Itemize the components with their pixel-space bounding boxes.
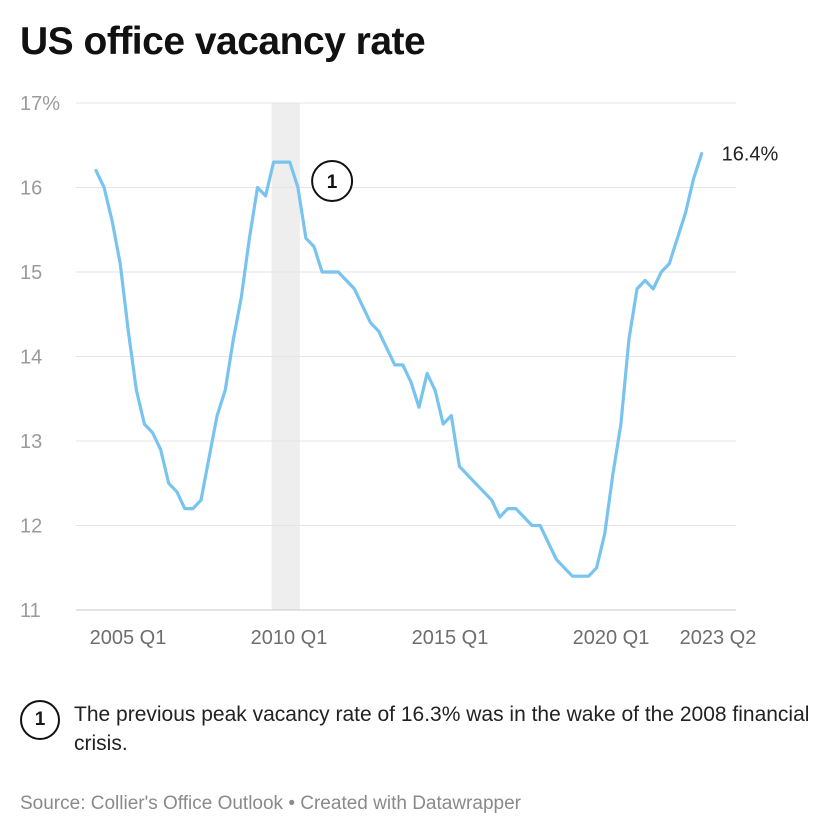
chart-area: 17% 16 15 14 13 12 11 2005 Q1 2010 Q1 2015 Q1 2020… bbox=[20, 93, 779, 649]
footnote-text: The previous peak vacancy rate of 16.3% … bbox=[74, 703, 810, 755]
y-tick-label: 16 bbox=[20, 178, 42, 200]
footnote-marker: 1 bbox=[20, 700, 60, 740]
annotation-marker bbox=[311, 160, 354, 203]
y-tick-label: 14 bbox=[20, 347, 42, 369]
x-tick-label: 2005 Q1 bbox=[90, 627, 167, 649]
annotation-marker-number: 1 bbox=[327, 172, 338, 193]
y-tick-label: 15 bbox=[20, 262, 42, 284]
end-value-label: 16.4% bbox=[722, 144, 779, 166]
source-credit: Source: Collier's Office Outlook • Creat… bbox=[20, 793, 521, 814]
chart-title: US office vacancy rate bbox=[20, 20, 426, 63]
y-tick-label: 13 bbox=[20, 431, 42, 453]
x-tick-label: 2015 Q1 bbox=[412, 627, 489, 649]
vacancy-rate-line bbox=[94, 152, 704, 578]
y-tick-label: 11 bbox=[20, 600, 41, 622]
y-tick-label: 12 bbox=[20, 516, 42, 538]
x-tick-label: 2023 Q2 bbox=[680, 627, 757, 649]
x-tick-label: 2020 Q1 bbox=[573, 627, 650, 649]
x-tick-label: 2010 Q1 bbox=[251, 627, 328, 649]
y-tick-label: 17% bbox=[20, 93, 60, 115]
